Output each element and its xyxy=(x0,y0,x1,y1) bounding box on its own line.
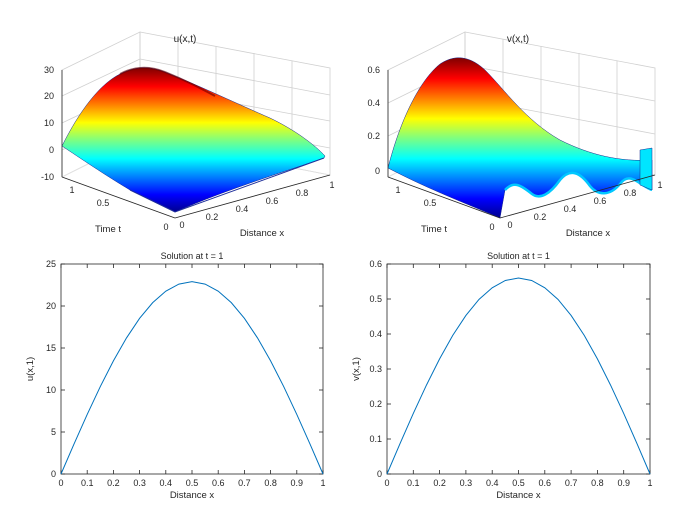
line-v-y-tick-label: 0.3 xyxy=(369,364,382,374)
surface-u-x-tick: 1 xyxy=(329,180,334,190)
line-v-y-tick-label: 0.6 xyxy=(369,259,382,269)
surface-v-x-label: Distance x xyxy=(566,228,611,239)
line-u-x-tick-label: 1 xyxy=(320,478,325,488)
surface-v-title: v(x,t) xyxy=(507,34,529,45)
surface-v-t-tick: 0 xyxy=(489,222,494,232)
line-v-x-tick-label: 0.7 xyxy=(565,478,578,488)
line-v-plot-area xyxy=(386,263,651,475)
surface-plot-v: v(x,t) 0.6 0.4 0.2 0 1 0.5 0 Time t 0 0.… xyxy=(367,31,663,239)
surface-v-z-tick: 0.4 xyxy=(367,98,380,108)
surface-v-x-tick: 0.6 xyxy=(594,196,607,206)
line-u-x-tick-label: 0.5 xyxy=(186,478,199,488)
line-u-x-tick-label: 0.2 xyxy=(107,478,120,488)
line-plot-u: Solution at t = 1 0 0.1 0.2 0.3 0.4 0.5 0.6 0.7 0… xyxy=(25,251,326,501)
surface-v-z-tick: 0 xyxy=(375,166,380,176)
line-v-x-tick-label: 0.8 xyxy=(591,478,604,488)
line-v-x-tick-label: 0.9 xyxy=(617,478,630,488)
line-v-y-tick-label: 0.4 xyxy=(369,329,382,339)
line-u-y-tick-label: 10 xyxy=(46,385,56,395)
surface-u-x-tick: 0.4 xyxy=(236,204,249,214)
surface-u-t-tick: 1 xyxy=(69,185,74,195)
surface-u-z-tick: 20 xyxy=(44,91,54,101)
surface-v-t-tick: 0.5 xyxy=(424,198,437,208)
line-v-title: Solution at t = 1 xyxy=(487,251,550,261)
surface-u-x-ticks: 0 0.2 0.4 0.6 0.8 1 xyxy=(179,180,334,230)
line-v-x-tick-label: 0.2 xyxy=(433,478,446,488)
surface-u-x-tick: 0.2 xyxy=(206,212,219,222)
surface-u-title: u(x,t) xyxy=(174,34,197,45)
surface-v-x-tick: 0.4 xyxy=(564,204,577,214)
surface-v-x-tick: 0.8 xyxy=(624,188,637,198)
surface-u-t-tick: 0.5 xyxy=(97,198,110,208)
line-u-x-tick-label: 0.9 xyxy=(291,478,304,488)
line-u-title: Solution at t = 1 xyxy=(161,251,224,261)
line-u-x-tick-label: 0.7 xyxy=(238,478,251,488)
line-v-x-tick-label: 0.1 xyxy=(407,478,420,488)
surface-v-x-tick: 0.2 xyxy=(534,212,547,222)
surface-plot-u: u(x,t) 30 20 10 0 -10 1 0.5 0 Time t 0 0… xyxy=(41,31,335,239)
surface-u-z-tick: 30 xyxy=(44,65,54,75)
surface-v-z-tick: 0.2 xyxy=(367,131,380,141)
surface-v-x-ticks: 0 0.2 0.4 0.6 0.8 1 xyxy=(507,180,662,230)
line-v-x-tick-label: 1 xyxy=(647,478,652,488)
line-v-y-tick-label: 0 xyxy=(377,469,382,479)
surface-u-x-tick: 0.8 xyxy=(296,188,309,198)
line-v-x-tick-label: 0.6 xyxy=(539,478,552,488)
line-u-x-tick-label: 0 xyxy=(58,478,63,488)
line-v-y-tick-label: 0.2 xyxy=(369,399,382,409)
line-u-y-tick-label: 5 xyxy=(51,427,56,437)
surface-u-t-label: Time t xyxy=(95,224,121,235)
surface-v-t-ticks: 1 0.5 0 xyxy=(395,185,494,232)
surface-u-x-tick: 0 xyxy=(179,220,184,230)
line-u-x-tick-label: 0.1 xyxy=(81,478,94,488)
line-u-y-label: u(x,1) xyxy=(25,357,36,381)
line-u-x-tick-label: 0.3 xyxy=(133,478,146,488)
surface-v-z-ticks: 0.6 0.4 0.2 0 xyxy=(367,65,380,176)
line-v-y-tick-label: 0.1 xyxy=(369,434,382,444)
surface-v-mesh xyxy=(387,57,653,219)
surface-u-t-tick: 0 xyxy=(163,222,168,232)
line-u-y-tick-label: 25 xyxy=(46,259,56,269)
surface-u-mesh xyxy=(61,67,326,213)
line-u-x-tick-label: 0.4 xyxy=(160,478,173,488)
line-u-y-tick-label: 15 xyxy=(46,343,56,353)
line-v-x-label: Distance x xyxy=(496,490,541,501)
line-v-x-tick-label: 0.4 xyxy=(486,478,499,488)
surface-u-z-tick: 10 xyxy=(44,118,54,128)
line-u-y-tick-label: 0 xyxy=(51,469,56,479)
surface-v-x-tick: 0 xyxy=(507,220,512,230)
surface-u-t-ticks: 1 0.5 0 xyxy=(69,185,168,232)
line-u-x-tick-label: 0.6 xyxy=(212,478,225,488)
surface-v-z-tick: 0.6 xyxy=(367,65,380,75)
surface-v-x-tick: 1 xyxy=(657,180,662,190)
line-v-x-tick-label: 0.5 xyxy=(512,478,525,488)
line-u-x-label: Distance x xyxy=(170,490,215,501)
line-plot-v: Solution at t = 1 0 0.1 0.2 0.3 0.4 0.5 0.6 0.7 0… xyxy=(351,251,653,501)
surface-u-z-tick: 0 xyxy=(49,145,54,155)
surface-v-t-label: Time t xyxy=(421,224,447,235)
surface-v-t-tick: 1 xyxy=(395,185,400,195)
line-v-x-tick-label: 0 xyxy=(384,478,389,488)
line-v-x-tick-label: 0.3 xyxy=(460,478,473,488)
line-u-plot-area xyxy=(60,263,324,475)
surface-u-z-tick: -10 xyxy=(41,172,54,182)
surface-u-z-ticks: 30 20 10 0 -10 xyxy=(41,65,54,182)
line-u-x-tick-label: 0.8 xyxy=(264,478,277,488)
line-u-y-tick-label: 20 xyxy=(46,301,56,311)
line-v-y-label: v(x,1) xyxy=(351,357,362,381)
surface-u-x-label: Distance x xyxy=(240,228,285,239)
line-v-y-tick-label: 0.5 xyxy=(369,294,382,304)
surface-u-x-tick: 0.6 xyxy=(266,196,279,206)
